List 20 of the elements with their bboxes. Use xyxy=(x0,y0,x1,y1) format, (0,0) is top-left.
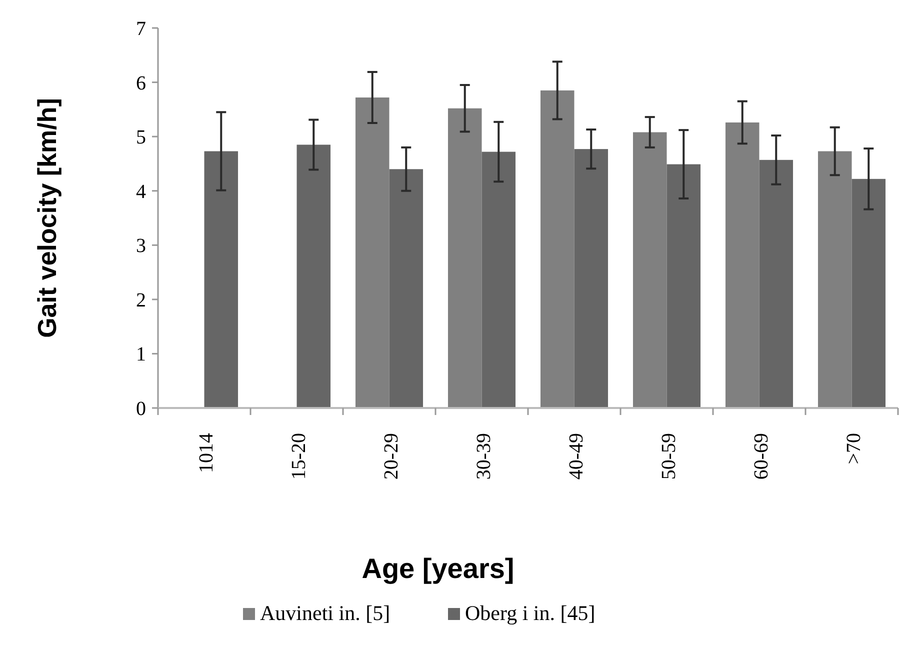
y-tick-label: 4 xyxy=(136,180,146,203)
x-tick-label: 1014 xyxy=(195,433,218,473)
y-tick-label: 5 xyxy=(136,126,146,149)
y-axis-title: Gait velocity [km/h] xyxy=(32,98,62,338)
y-tick-label: 0 xyxy=(136,398,146,420)
legend-label: Auvineti in. [5] xyxy=(260,601,390,625)
legend-label: Oberg i in. [45] xyxy=(465,601,596,625)
x-tick-label: 30-39 xyxy=(472,433,495,480)
x-tick-label: 15-20 xyxy=(288,433,310,480)
x-axis-title: Age [years] xyxy=(362,553,514,584)
x-tick-label: 20-29 xyxy=(380,433,402,480)
x-tick-label: 40-49 xyxy=(565,433,588,480)
y-tick-label: 6 xyxy=(136,72,146,94)
y-tick-label: 7 xyxy=(136,18,146,40)
x-tick-label: >70 xyxy=(842,433,865,464)
y-tick-label: 2 xyxy=(136,289,146,312)
y-tick-label: 3 xyxy=(136,235,146,258)
x-tick-label: 50-59 xyxy=(658,433,680,480)
y-tick-label: 1 xyxy=(136,344,146,366)
x-tick-label: 60-69 xyxy=(750,433,772,480)
